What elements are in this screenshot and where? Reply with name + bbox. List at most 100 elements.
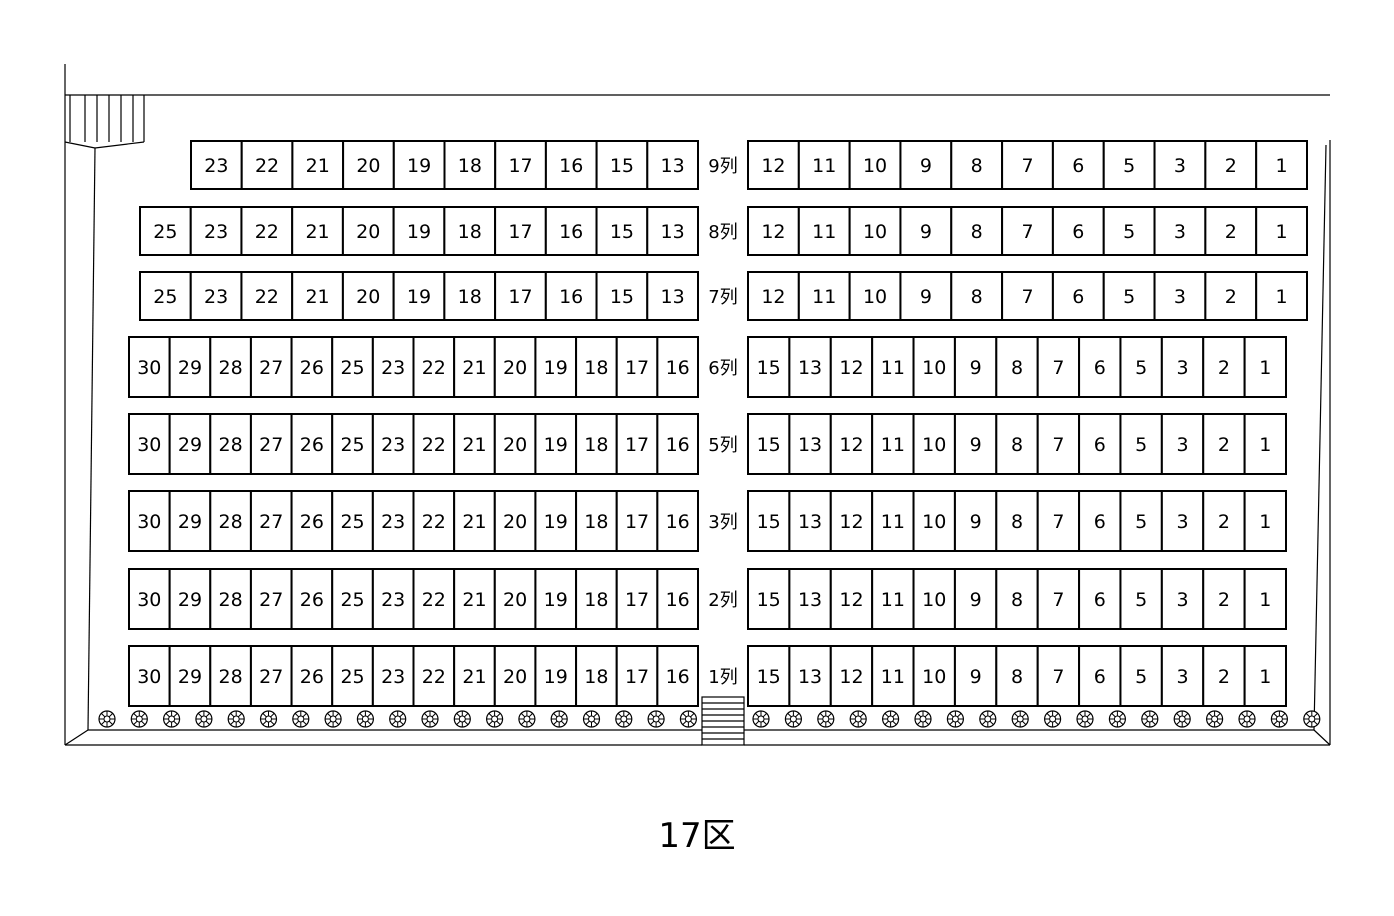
plot-left[interactable]: 20 [341,206,395,256]
plot-cell[interactable] [168,490,212,552]
plot-right[interactable]: 11 [797,206,851,256]
plot-cell[interactable] [656,645,699,707]
plot-cell[interactable] [1001,206,1054,256]
plot-right[interactable]: 12 [829,336,874,398]
plot-cell[interactable] [1243,645,1287,707]
plot-cell[interactable] [1153,140,1207,190]
plot-cell[interactable] [747,490,791,552]
plot-cell[interactable] [341,271,395,321]
plot-right[interactable]: 2 [1202,490,1246,552]
plot-cell[interactable] [1160,490,1205,552]
plot-left[interactable]: 25 [331,336,374,398]
plot-cell[interactable] [953,568,998,630]
plot-right[interactable]: 9 [953,490,998,552]
plot-right[interactable]: 9 [953,336,998,398]
plot-right[interactable]: 6 [1051,206,1105,256]
plot-right[interactable]: 11 [797,140,851,190]
plot-right[interactable]: 12 [829,490,874,552]
plot-right[interactable]: 11 [871,568,915,630]
plot-cell[interactable] [342,140,395,190]
plot-cell[interactable] [829,568,874,630]
plot-left[interactable]: 21 [291,140,345,190]
plot-cell[interactable] [493,645,537,707]
plot-cell[interactable] [249,568,293,630]
plot-cell[interactable] [1153,271,1207,321]
plot-right[interactable]: 12 [829,568,874,630]
plot-right[interactable]: 9 [953,645,998,707]
plot-left[interactable]: 13 [646,271,699,321]
plot-left[interactable]: 20 [342,140,395,190]
plot-right[interactable]: 9 [899,206,953,256]
plot-cell[interactable] [1051,271,1105,321]
plot-left[interactable]: 26 [290,645,334,707]
plot-cell[interactable] [1078,645,1122,707]
plot-left[interactable]: 29 [168,490,212,552]
plot-right[interactable]: 3 [1160,336,1205,398]
plot-cell[interactable] [544,140,598,190]
plot-left[interactable]: 28 [209,413,252,475]
plot-left[interactable]: 18 [443,271,497,321]
plot-cell[interactable] [1036,413,1081,475]
plot-cell[interactable] [1255,271,1308,321]
plot-left[interactable]: 23 [371,645,415,707]
plot-cell[interactable] [331,490,374,552]
plot-cell[interactable] [575,336,618,398]
plot-cell[interactable] [1036,336,1081,398]
plot-right[interactable]: 10 [912,490,956,552]
plot-left[interactable]: 18 [575,645,618,707]
plot-cell[interactable] [331,336,374,398]
plot-right[interactable]: 6 [1051,140,1105,190]
plot-right[interactable]: 2 [1202,568,1246,630]
plot-cell[interactable] [1078,336,1122,398]
plot-left[interactable]: 28 [209,490,252,552]
plot-cell[interactable] [453,645,496,707]
plot-cell[interactable] [1202,568,1246,630]
plot-left[interactable]: 21 [453,336,496,398]
plot-cell[interactable] [209,645,252,707]
plot-left[interactable]: 17 [615,568,659,630]
plot-right[interactable]: 15 [747,490,791,552]
plot-left[interactable]: 18 [575,490,618,552]
plot-right[interactable]: 2 [1202,336,1246,398]
plot-left[interactable]: 23 [371,336,415,398]
plot-left[interactable]: 26 [290,568,334,630]
plot-cell[interactable] [575,490,618,552]
plot-right[interactable]: 6 [1078,645,1122,707]
plot-left[interactable]: 27 [249,568,293,630]
plot-right[interactable]: 13 [788,336,832,398]
plot-cell[interactable] [575,568,618,630]
plot-right[interactable]: 3 [1153,206,1207,256]
plot-cell[interactable] [848,206,902,256]
plot-right[interactable]: 5 [1102,271,1156,321]
plot-right[interactable]: 8 [995,490,1039,552]
plot-left[interactable]: 19 [534,645,578,707]
plot-left[interactable]: 19 [534,336,578,398]
plot-cell[interactable] [341,206,395,256]
plot-cell[interactable] [1153,206,1207,256]
plot-cell[interactable] [747,206,800,256]
plot-cell[interactable] [1119,645,1163,707]
plot-left[interactable]: 17 [494,271,547,321]
plot-left[interactable]: 26 [290,413,334,475]
plot-left[interactable]: 30 [128,413,171,475]
plot-cell[interactable] [371,568,415,630]
plot-left[interactable]: 22 [240,271,294,321]
plot-cell[interactable] [240,271,294,321]
plot-right[interactable]: 6 [1051,271,1105,321]
plot-left[interactable]: 27 [249,490,293,552]
plot-right[interactable]: 8 [950,206,1004,256]
plot-left[interactable]: 29 [168,568,212,630]
plot-left[interactable]: 16 [656,645,699,707]
plot-right[interactable]: 2 [1202,413,1246,475]
plot-right[interactable]: 8 [995,336,1039,398]
plot-cell[interactable] [912,413,956,475]
plot-cell[interactable] [615,645,659,707]
plot-left[interactable]: 19 [392,206,446,256]
plot-left[interactable]: 21 [453,413,496,475]
plot-right[interactable]: 1 [1243,336,1287,398]
plot-left[interactable]: 18 [575,568,618,630]
plot-cell[interactable] [797,206,851,256]
plot-cell[interactable] [494,271,547,321]
plot-left[interactable]: 30 [128,645,171,707]
plot-right[interactable]: 15 [747,568,791,630]
